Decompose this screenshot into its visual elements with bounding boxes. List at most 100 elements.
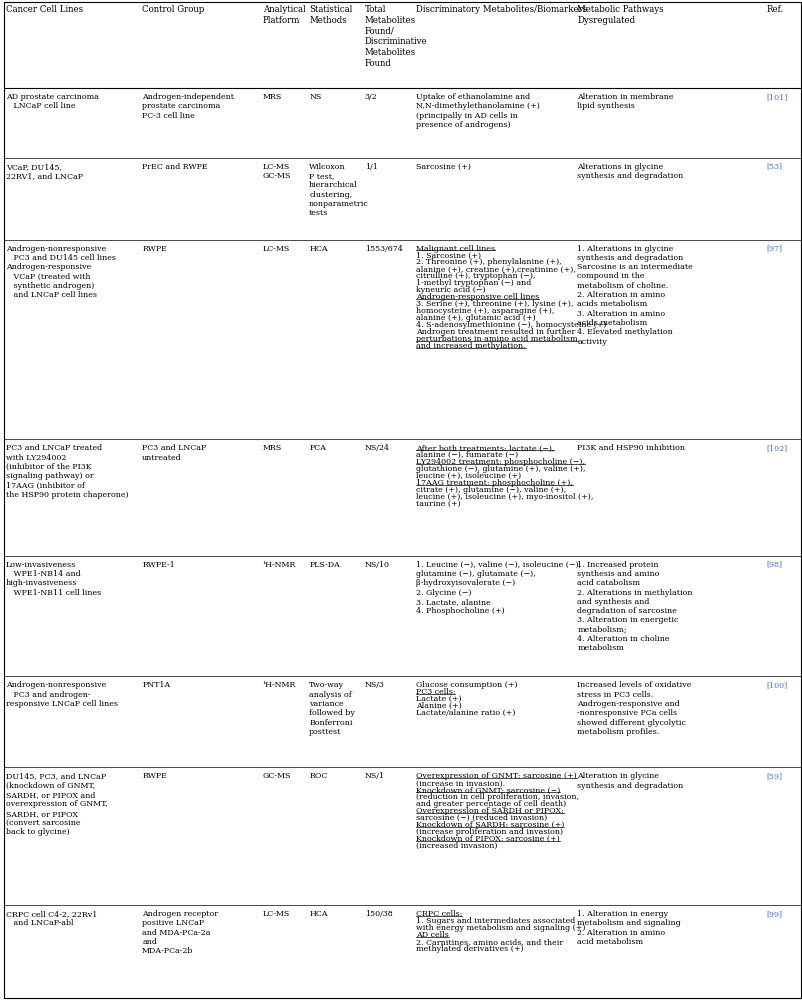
Text: Control Group: Control Group [142,5,205,14]
Text: Sarcosine (+): Sarcosine (+) [415,163,470,171]
Text: methylated derivatives (+): methylated derivatives (+) [415,945,523,953]
Text: Increased levels of oxidative
stress in PC3 cells.
Androgen-responsive and
-nonr: Increased levels of oxidative stress in … [577,681,691,736]
Text: 1. Sugars and intermediates associated: 1. Sugars and intermediates associated [415,917,574,925]
Text: Alteration in membrane
lipid synthesis: Alteration in membrane lipid synthesis [577,93,673,110]
Text: [102]: [102] [765,444,786,452]
Text: 1. Leucine (−), valine (−), isoleucine (−),
glutamine (−), glutamate (−),
β-hydr: 1. Leucine (−), valine (−), isoleucine (… [415,561,581,615]
Text: 2. Carnitines, amino acids, and their: 2. Carnitines, amino acids, and their [415,938,562,946]
Text: LC-MS: LC-MS [262,245,290,253]
Text: 1/1: 1/1 [364,163,377,171]
Text: 3. Serine (+), threonine (+), lysine (+),: 3. Serine (+), threonine (+), lysine (+)… [415,300,573,308]
Text: After both treatments: lactate (−),: After both treatments: lactate (−), [415,444,553,452]
Text: LC-MS: LC-MS [262,910,290,918]
Text: [97]: [97] [765,245,781,253]
Text: (reduction in cell proliferation, invasion,: (reduction in cell proliferation, invasi… [415,793,578,801]
Text: HCA: HCA [309,910,327,918]
Text: and greater percentage of cell death): and greater percentage of cell death) [415,800,565,808]
Text: alanine (+), creatine (+),creatinine (+),: alanine (+), creatine (+),creatinine (+)… [415,265,575,273]
Text: Alteration in glycine
synthesis and degradation: Alteration in glycine synthesis and degr… [577,772,683,790]
Text: Knockdown of GNMT: sarcosine (−): Knockdown of GNMT: sarcosine (−) [415,786,560,794]
Text: Total
Metabolites
Found/
Discriminative
Metabolites
Found: Total Metabolites Found/ Discriminative … [364,5,427,68]
Text: Malignant cell lines: Malignant cell lines [415,245,495,253]
Text: AD prostate carcinoma
   LNCaP cell line: AD prostate carcinoma LNCaP cell line [6,93,99,110]
Text: NS/1: NS/1 [364,772,384,780]
Text: AD cells: AD cells [415,931,448,939]
Text: Androgen-independent
prostate carcinoma
PC-3 cell line: Androgen-independent prostate carcinoma … [142,93,234,120]
Text: Overexpression of GNMT: sarcosine (+): Overexpression of GNMT: sarcosine (+) [415,772,576,780]
Text: 1. Increased protein
synthesis and amino
acid catabolism
2. Alterations in methy: 1. Increased protein synthesis and amino… [577,561,692,652]
Text: Ref.: Ref. [765,5,782,14]
Text: Lactate (+): Lactate (+) [415,695,461,703]
Text: Overexpression of SARDH or PIPOX:: Overexpression of SARDH or PIPOX: [415,807,563,815]
Text: PrEC and RWPE: PrEC and RWPE [142,163,208,171]
Text: and increased methylation.: and increased methylation. [415,342,525,350]
Text: PC3 and LNCaP
untreated: PC3 and LNCaP untreated [142,444,206,462]
Text: glutathione (−), glutamine (+), valine (+),: glutathione (−), glutamine (+), valine (… [415,465,585,473]
Text: CRPC cell C4-2, 22Rv1
   and LNCaP-abl: CRPC cell C4-2, 22Rv1 and LNCaP-abl [6,910,97,927]
Text: NS/3: NS/3 [364,681,384,689]
Text: Metabolic Pathways
Dysregulated: Metabolic Pathways Dysregulated [577,5,663,25]
Text: 1. Sarcosine (+): 1. Sarcosine (+) [415,251,480,259]
Text: 1. Alterations in glycine
synthesis and degradation
Sarcosine is an intermediate: 1. Alterations in glycine synthesis and … [577,245,692,346]
Text: homocysteine (+), asparagine (+),: homocysteine (+), asparagine (+), [415,307,553,315]
Text: GC-MS: GC-MS [262,772,290,780]
Text: alanine (+), glutamic acid (+): alanine (+), glutamic acid (+) [415,314,535,322]
Text: 17AAG treatment: phosphocholine (+),: 17AAG treatment: phosphocholine (+), [415,479,572,487]
Text: PI3K and HSP90 inhibition: PI3K and HSP90 inhibition [577,444,684,452]
Text: ¹H-NMR: ¹H-NMR [262,561,296,569]
Text: kyneuric acid (−): kyneuric acid (−) [415,286,485,294]
Text: Statistical
Methods: Statistical Methods [309,5,352,25]
Text: Androgen treatment resulted in further: Androgen treatment resulted in further [415,328,574,336]
Text: taurine (+): taurine (+) [415,500,460,508]
Text: Androgen-responsive cell lines: Androgen-responsive cell lines [415,293,538,301]
Text: [100]: [100] [765,681,786,689]
Text: 2. Threonine (+), phenylalanine (+),: 2. Threonine (+), phenylalanine (+), [415,258,561,266]
Text: with energy metabolism and signaling (+): with energy metabolism and signaling (+) [415,924,585,932]
Text: (increased invasion): (increased invasion) [415,842,496,850]
Text: Knockdown of SARDH: sarcosine (+): Knockdown of SARDH: sarcosine (+) [415,821,564,829]
Text: RWPE: RWPE [142,245,167,253]
Text: Two-way
analysis of
variance
followed by
Bonferroni
posttest: Two-way analysis of variance followed by… [309,681,354,736]
Text: PCA: PCA [309,444,326,452]
Text: 1553/674: 1553/674 [364,245,402,253]
Text: Alterations in glycine
synthesis and degradation: Alterations in glycine synthesis and deg… [577,163,683,180]
Text: leucine (+), isoleucine (+), myo-inositol (+),: leucine (+), isoleucine (+), myo-inosito… [415,493,593,501]
Text: DU145, PC3, and LNCaP
(knockdown of GNMT,
SARDH, or PIPOX and
overexpression of : DU145, PC3, and LNCaP (knockdown of GNMT… [6,772,107,836]
Text: CRPC cells:: CRPC cells: [415,910,462,918]
Text: Lactate/alanine ratio (+): Lactate/alanine ratio (+) [415,709,515,717]
Text: ¹H-NMR: ¹H-NMR [262,681,296,689]
Text: MRS: MRS [262,93,282,101]
Text: LY294002 treatment: phosphocholine (−),: LY294002 treatment: phosphocholine (−), [415,458,584,466]
Text: LC-MS
GC-MS: LC-MS GC-MS [262,163,290,180]
Text: 1-methyl tryptophan (−) and: 1-methyl tryptophan (−) and [415,279,531,287]
Text: [101]: [101] [765,93,786,101]
Text: Knockdown of PIPOX: sarcosine (+): Knockdown of PIPOX: sarcosine (+) [415,835,559,843]
Text: 3/2: 3/2 [364,93,377,101]
Text: (increase in invasion).: (increase in invasion). [415,779,504,787]
Text: citrate (+), glutamine (−), valine (+),: citrate (+), glutamine (−), valine (+), [415,486,565,494]
Text: MRS: MRS [262,444,282,452]
Text: leucine (+), isoleucine (+): leucine (+), isoleucine (+) [415,472,520,480]
Text: Androgen receptor
positive LNCaP
and MDA-PCa-2a
and
MDA-PCa-2b: Androgen receptor positive LNCaP and MDA… [142,910,218,955]
Text: RWPE-1: RWPE-1 [142,561,175,569]
Text: Low-invasiveness
   WPE1-NB14 and
high-invasiveness
   WPE1-NB11 cell lines: Low-invasiveness WPE1-NB14 and high-inva… [6,561,101,597]
Text: Wilcoxon
P test,
hierarchical
clustering,
nonparametric
tests: Wilcoxon P test, hierarchical clustering… [309,163,368,217]
Text: 4. S-adenosylmethionine (−), homocysteine (+): 4. S-adenosylmethionine (−), homocystein… [415,321,606,329]
Text: 150/38: 150/38 [364,910,392,918]
Text: PNT1A: PNT1A [142,681,170,689]
Text: HCA: HCA [309,245,327,253]
Text: Discriminatory Metabolites/Biomarkers: Discriminatory Metabolites/Biomarkers [415,5,586,14]
Text: [99]: [99] [765,910,781,918]
Text: Glucose consumption (+): Glucose consumption (+) [415,681,517,689]
Text: RWPE: RWPE [142,772,167,780]
Text: citrulline (+), tryptophan (−),: citrulline (+), tryptophan (−), [415,272,535,280]
Text: [59]: [59] [765,772,781,780]
Text: NS/24: NS/24 [364,444,389,452]
Text: Uptake of ethanolamine and
N,N-dimethylethanolamine (+)
(principally in AD cells: Uptake of ethanolamine and N,N-dimethyle… [415,93,539,129]
Text: 1. Alteration in energy
metabolism and signaling
2. Alteration in amino
acid met: 1. Alteration in energy metabolism and s… [577,910,680,946]
Text: Alanine (+): Alanine (+) [415,702,461,710]
Text: ROC: ROC [309,772,327,780]
Text: [53]: [53] [765,163,781,171]
Text: Androgen-nonresponsive
   PC3 and DU145 cell lines
Androgen-responsive
   VCaP (: Androgen-nonresponsive PC3 and DU145 cel… [6,245,115,299]
Text: PC3 cells:: PC3 cells: [415,688,455,696]
